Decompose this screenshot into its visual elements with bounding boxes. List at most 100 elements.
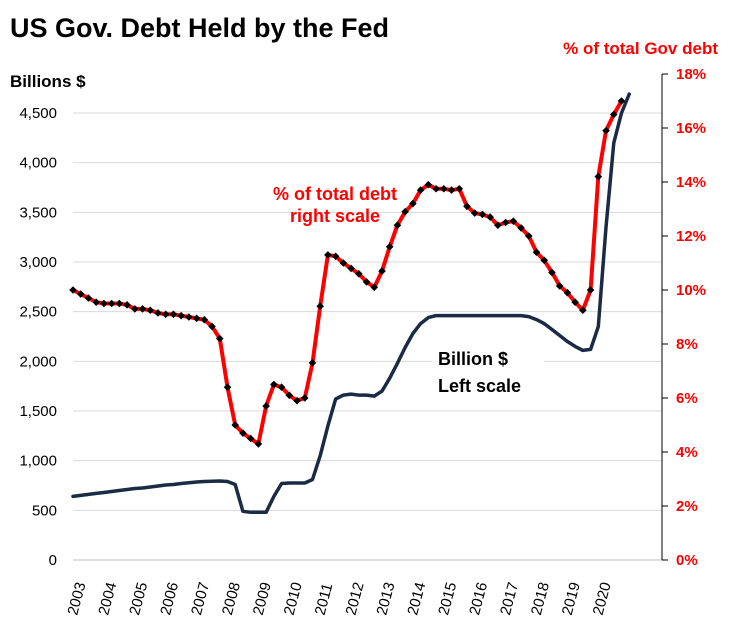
- percent-marker: [548, 268, 556, 277]
- right-tick-label: 10%: [676, 282, 706, 299]
- percent-marker: [192, 314, 201, 323]
- x-tick-label: 2012: [343, 580, 368, 617]
- percent-marker: [362, 278, 371, 286]
- x-tick-label: 2010: [281, 580, 306, 617]
- percent-marker: [540, 256, 549, 265]
- percent-marker: [69, 286, 77, 294]
- percent-annotation: % of total debt: [273, 184, 397, 204]
- left-tick-label: 4,000: [19, 155, 57, 172]
- right-tick-label: 8%: [676, 336, 698, 353]
- percent-marker: [563, 288, 572, 297]
- percent-marker: [586, 286, 595, 294]
- percent-marker: [393, 221, 402, 229]
- percent-marker: [409, 199, 417, 208]
- x-tick-label: 2011: [312, 581, 337, 617]
- percent-marker: [100, 299, 108, 308]
- left-tick-label: 1,000: [19, 453, 57, 470]
- percent-marker: [223, 383, 232, 391]
- billions-annotation: Billion $: [438, 349, 508, 369]
- x-tick-label: 2020: [590, 580, 615, 617]
- left-tick-label: 2,000: [19, 353, 57, 370]
- percent-series: [69, 97, 626, 448]
- x-tick-label: 2014: [404, 580, 429, 617]
- x-tick-label: 2003: [64, 580, 89, 617]
- percent-marker: [84, 294, 93, 302]
- percent-marker: [285, 391, 294, 400]
- percent-marker: [76, 290, 85, 298]
- percent-marker: [185, 313, 193, 321]
- percent-marker: [455, 184, 464, 193]
- left-tick-label: 500: [32, 502, 57, 519]
- left-axis-label: Billions $: [10, 72, 86, 91]
- percent-marker: [517, 224, 525, 232]
- left-tick-label: 3,500: [19, 204, 57, 221]
- percent-marker: [270, 380, 278, 389]
- percent-marker: [385, 243, 394, 251]
- percent-marker: [123, 301, 131, 309]
- right-tick-label: 4%: [676, 444, 698, 461]
- percent-marker: [146, 306, 155, 315]
- percent-marker: [277, 383, 286, 391]
- percent-marker: [440, 184, 448, 193]
- percent-marker: [208, 322, 216, 331]
- percent-marker: [478, 210, 487, 219]
- x-tick-label: 2006: [157, 580, 182, 617]
- percent-marker: [246, 434, 255, 443]
- right-axis-label: % of total Gov debt: [563, 39, 718, 58]
- percent-annotation: right scale: [290, 206, 380, 226]
- percent-marker: [486, 213, 494, 221]
- percent-marker: [447, 186, 456, 194]
- percent-marker: [594, 172, 603, 181]
- percent-marker: [532, 248, 541, 256]
- percent-marker: [107, 299, 116, 308]
- x-tick-label: 2007: [188, 580, 213, 617]
- billions-annotation: Left scale: [438, 376, 521, 396]
- x-tick-label: 2016: [466, 580, 491, 617]
- billions-series: [71, 92, 631, 515]
- percent-marker: [571, 298, 579, 306]
- chart-title: US Gov. Debt Held by the Fed: [10, 13, 389, 43]
- percent-marker: [161, 310, 170, 319]
- percent-marker: [308, 359, 317, 367]
- x-tick-label: 2019: [559, 580, 584, 617]
- percent-marker: [177, 311, 185, 320]
- percent-marker: [424, 180, 433, 189]
- left-tick-label: 0: [49, 552, 57, 569]
- percent-marker: [463, 202, 471, 211]
- percent-marker: [501, 218, 510, 227]
- right-tick-label: 2%: [676, 498, 698, 515]
- x-tick-label: 2013: [373, 580, 398, 617]
- percent-marker: [154, 309, 162, 317]
- percent-marker: [470, 209, 479, 217]
- right-tick-label: 18%: [676, 66, 706, 83]
- billions-line: [71, 92, 631, 515]
- percent-marker: [131, 305, 139, 313]
- percent-marker: [602, 126, 610, 135]
- right-tick-label: 14%: [676, 174, 706, 191]
- percent-marker: [262, 402, 270, 410]
- annotation-background: [432, 343, 544, 400]
- percent-marker: [92, 298, 100, 306]
- right-tick-label: 16%: [676, 120, 706, 137]
- right-tick-label: 12%: [676, 228, 706, 245]
- percent-marker: [378, 267, 386, 275]
- percent-marker: [254, 440, 263, 448]
- percent-marker: [200, 315, 209, 324]
- percent-marker: [524, 232, 533, 240]
- percent-marker: [300, 394, 309, 402]
- percent-marker: [494, 221, 502, 229]
- percent-marker: [339, 259, 348, 267]
- percent-marker: [169, 310, 178, 319]
- percent-marker: [215, 334, 224, 343]
- percent-marker: [324, 251, 332, 259]
- percent-marker: [347, 264, 355, 273]
- percent-marker: [401, 207, 409, 216]
- left-tick-label: 3,000: [19, 254, 57, 271]
- percent-marker: [370, 283, 379, 292]
- percent-marker: [239, 429, 247, 437]
- percent-marker: [609, 110, 618, 119]
- x-tick-label: 2005: [126, 580, 151, 617]
- x-tick-label: 2004: [95, 580, 120, 617]
